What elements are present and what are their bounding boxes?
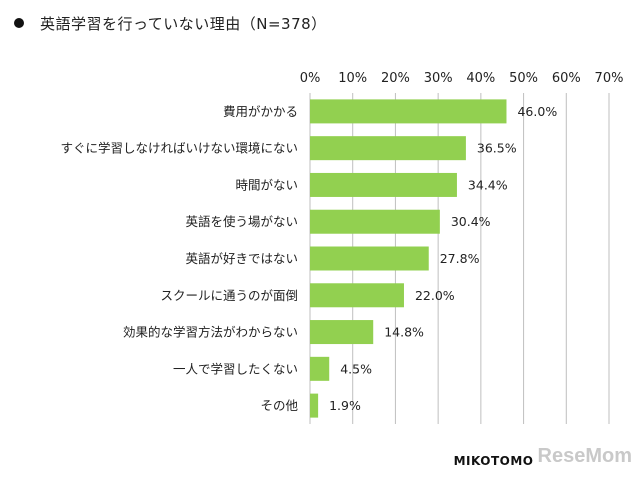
category-label: 一人で学習したくない <box>173 361 298 376</box>
data-label: 36.5% <box>477 141 517 156</box>
footer-logo: MIKOTOMO <box>453 454 534 468</box>
category-label: 効果的な学習方法がわからない <box>123 325 298 340</box>
watermark: ReseMom <box>537 445 632 467</box>
x-tick-label: 0% <box>300 71 321 86</box>
bar <box>310 283 404 308</box>
data-label: 14.8% <box>384 325 424 340</box>
bar <box>310 246 429 271</box>
data-label: 1.9% <box>329 398 361 413</box>
category-label: 英語が好きではない <box>185 251 298 266</box>
bar <box>310 136 466 161</box>
bar <box>310 320 374 345</box>
x-tick-label: 30% <box>424 71 453 86</box>
data-label: 30.4% <box>451 214 491 229</box>
bar <box>310 99 507 124</box>
data-label: 22.0% <box>415 288 455 303</box>
data-label: 34.4% <box>468 177 508 192</box>
footer: MIKOTOMO ReseMom <box>454 445 632 468</box>
data-label: 46.0% <box>517 104 557 119</box>
x-tick-label: 60% <box>552 71 581 86</box>
x-tick-label: 40% <box>466 71 495 86</box>
bar <box>310 356 330 381</box>
x-tick-label: 50% <box>509 71 538 86</box>
bar <box>310 172 457 197</box>
x-tick-label: 70% <box>595 71 624 86</box>
category-label: すぐに学習しなければいけない環境にない <box>60 141 298 156</box>
x-tick-label: 10% <box>338 71 367 86</box>
category-label: その他 <box>260 398 298 413</box>
category-label: スクールに通うのが面倒 <box>160 288 298 303</box>
bar <box>310 393 319 418</box>
category-label: 英語を使う場がない <box>185 214 298 229</box>
category-label: 費用がかかる <box>223 104 298 119</box>
data-label: 27.8% <box>440 251 480 266</box>
x-tick-label: 20% <box>381 71 410 86</box>
chart-title-row: 英語学習を行っていない理由（N=378） <box>14 8 327 38</box>
bar <box>310 209 440 234</box>
data-label: 4.5% <box>340 361 372 376</box>
title-bullet-icon <box>14 18 24 28</box>
category-label: 時間がない <box>235 177 298 192</box>
chart-title: 英語学習を行っていない理由（N=378） <box>40 14 327 33</box>
